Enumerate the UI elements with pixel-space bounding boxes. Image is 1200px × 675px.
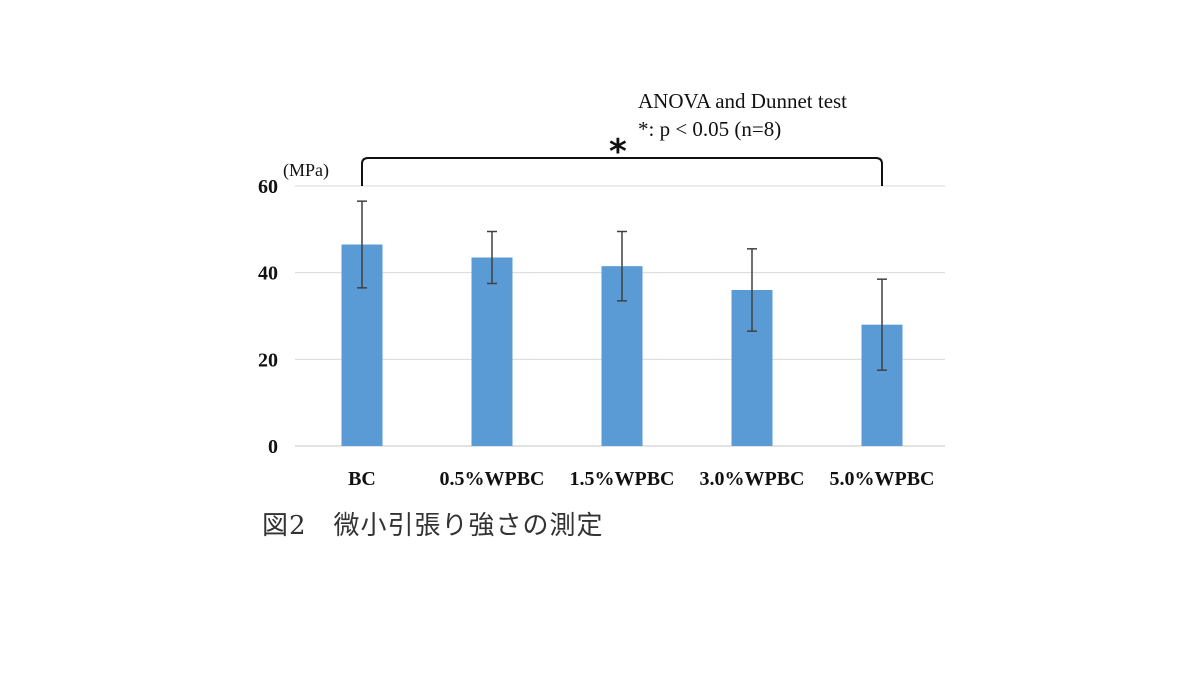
x-tick-label: 1.5%WPBC [570,468,675,490]
y-tick-label: 40 [258,263,278,285]
x-tick-label: BC [348,468,376,490]
significance-bracket [361,157,883,186]
y-tick-label: 20 [258,349,278,371]
y-tick-label: 0 [268,436,278,458]
x-tick-label: 0.5%WPBC [440,468,545,490]
y-axis-unit: (MPa) [283,160,329,180]
significance-note: *: p < 0.05 (n=8) [638,117,782,141]
figure-caption: 図2 微小引張り強さの測定 [262,511,604,541]
stat-test-note: ANOVA and Dunnet test [638,89,848,113]
significance-asterisk: * [609,132,627,172]
x-tick-label: 3.0%WPBC [700,468,805,490]
x-tick-label: 5.0%WPBC [830,468,935,490]
y-tick-label: 60 [258,176,278,198]
bar [471,257,513,446]
